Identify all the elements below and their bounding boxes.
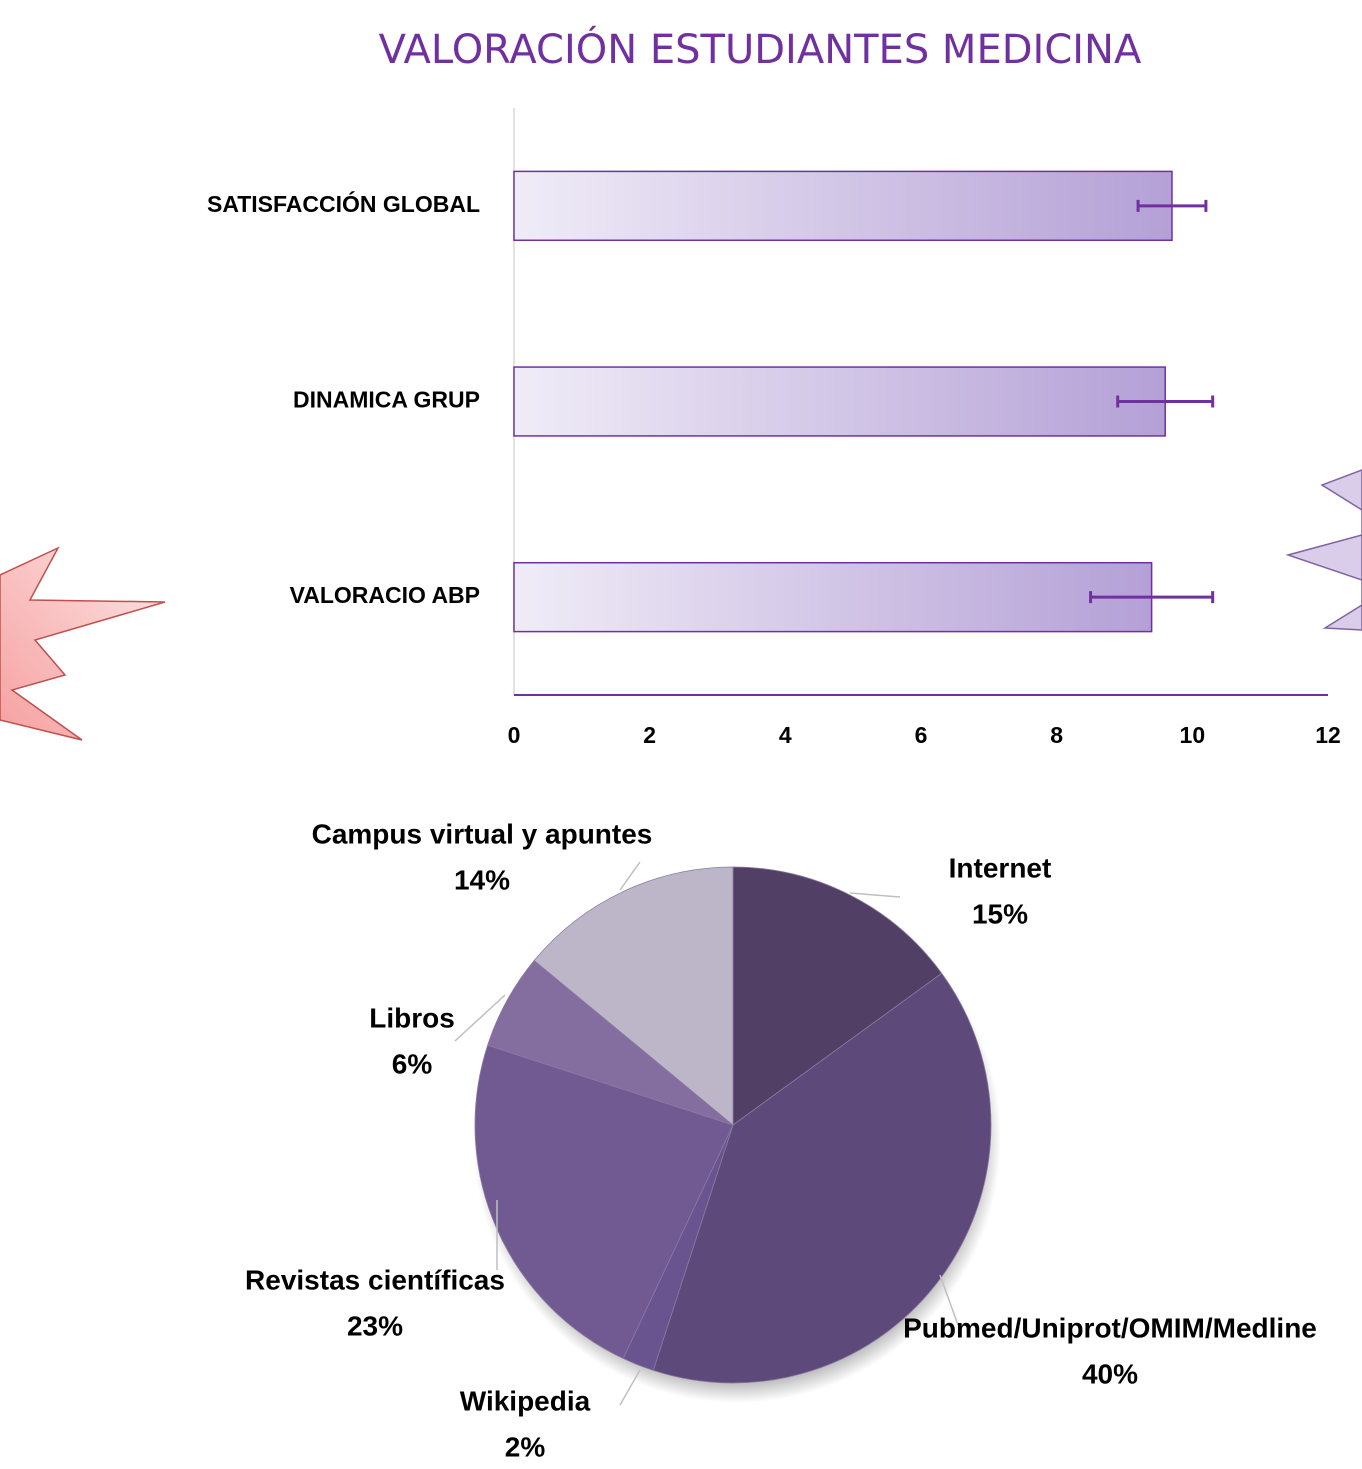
x-tick-label: 4: [779, 722, 792, 748]
slice-value-label: 14%: [454, 864, 510, 895]
leader-line: [850, 893, 900, 897]
decoration-star: [0, 548, 165, 740]
bar: [514, 367, 1165, 436]
y-tick-label: DINAMICA GRUP: [293, 387, 480, 413]
decoration-star: [1288, 470, 1362, 630]
slice-value-label: 15%: [972, 898, 1028, 929]
x-tick-label: 10: [1180, 722, 1206, 748]
x-tick-label: 2: [643, 722, 656, 748]
slice-value-label: 2%: [505, 1431, 546, 1462]
x-tick-label: 12: [1315, 722, 1341, 748]
slice-label: Wikipedia: [460, 1385, 591, 1416]
y-tick-label: VALORACIO ABP: [290, 582, 480, 608]
pie-chart: Internet 15% Pubmed/Uniprot/OMIM/Medline 40…: [245, 818, 1317, 1462]
bar-chart: 0 2 4 6 8 10 12 SATISFACCIÓN GLOBAL DINAMICA GRU…: [207, 108, 1341, 748]
bar: [514, 563, 1152, 632]
slice-value-label: 6%: [392, 1048, 433, 1079]
slice-label: Pubmed/Uniprot/OMIM/Medline: [903, 1312, 1317, 1343]
slice-value-label: 40%: [1082, 1358, 1138, 1389]
x-tick-label: 0: [508, 722, 521, 748]
bar: [514, 171, 1172, 240]
slice-value-label: 23%: [347, 1310, 403, 1341]
y-tick-label: SATISFACCIÓN GLOBAL: [207, 190, 480, 217]
slice-label: Campus virtual y apuntes: [312, 818, 653, 849]
slice-label: Internet: [949, 852, 1052, 883]
slice-label: Libros: [369, 1002, 455, 1033]
slice-label: Revistas científicas: [245, 1264, 505, 1295]
chart-title: VALORACIÓN ESTUDIANTES MEDICINA: [379, 25, 1142, 73]
page: VALORACIÓN ESTUDIANTES MEDICINA 0 2 4 6 8 10 1…: [0, 0, 1362, 1469]
x-tick-label: 8: [1050, 722, 1063, 748]
x-tick-label: 6: [915, 722, 928, 748]
